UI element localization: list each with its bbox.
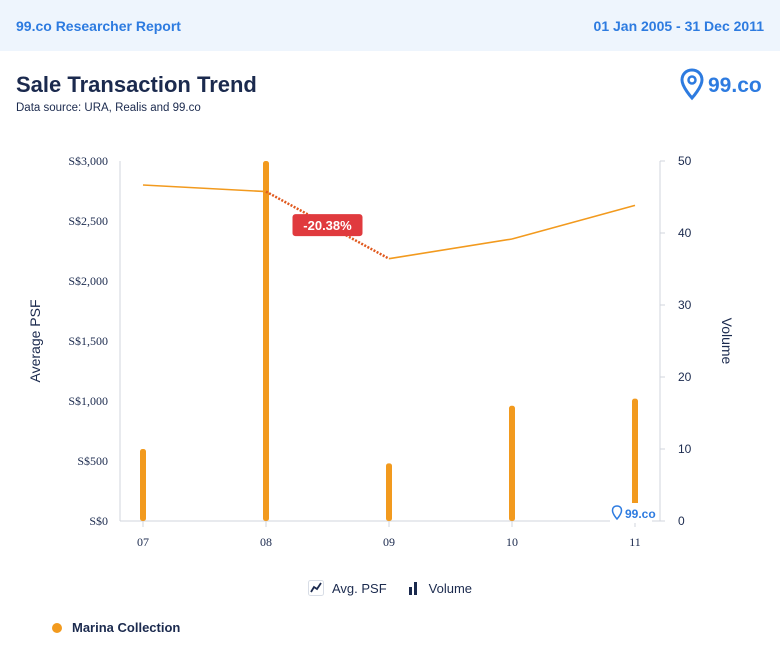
watermark-pin-icon	[611, 505, 623, 521]
y-tick-label-left: S$2,000	[68, 274, 108, 288]
legend-item-avg-psf[interactable]: Avg. PSF	[307, 580, 387, 596]
series-color-dot	[52, 622, 62, 633]
chart-legend: Avg. PSF Volume	[0, 580, 780, 596]
y-tick-label-left: S$1,500	[68, 334, 108, 348]
series-legend-item[interactable]: Marina Collection	[52, 620, 180, 635]
volume-bar	[140, 449, 146, 521]
avg-psf-line-segment	[142, 184, 267, 193]
y-tick-label-right: 40	[678, 226, 692, 240]
bars-group	[140, 161, 638, 521]
volume-bar	[509, 405, 515, 521]
bar-chart-icon	[408, 582, 417, 595]
x-tick-label: 11	[629, 535, 641, 549]
line-chart-icon	[307, 580, 324, 596]
y-tick-label-right: 20	[678, 370, 692, 384]
x-tick-label: 09	[383, 535, 395, 549]
axes-group	[119, 160, 665, 527]
change-badge-text: -20.38%	[303, 218, 352, 233]
x-tick-label: 07	[137, 535, 149, 549]
x-tick-label: 08	[260, 535, 272, 549]
report-title: 99.co Researcher Report	[16, 18, 181, 34]
y-tick-label-right: 10	[678, 442, 692, 456]
location-pin-icon	[680, 68, 704, 101]
y-tick-label-left: S$1,000	[68, 394, 108, 408]
y-tick-label-left: S$3,000	[68, 154, 108, 168]
y-tick-label-right: 30	[678, 298, 692, 312]
avg-psf-line-segment	[388, 238, 513, 260]
chart-title: Sale Transaction Trend	[16, 72, 257, 97]
y-tick-label-left: S$500	[77, 454, 108, 468]
date-range: 01 Jan 2005 - 31 Dec 2011	[593, 18, 764, 34]
chart-subtitle: Data source: URA, Realis and 99.co	[16, 102, 201, 114]
y-tick-label-left: S$0	[89, 514, 108, 528]
change-badge	[292, 214, 363, 237]
avg-psf-line-segment	[511, 204, 636, 240]
watermark-logo: 99.co	[610, 503, 656, 523]
x-tick-label: 10	[506, 535, 518, 549]
sale-trend-chart: S$0 S$500 S$1,000 S$1,500 S$2,000 S$2,500 S$3,…	[27, 154, 735, 549]
y-tick-label-right: 50	[678, 154, 692, 168]
brand-logo: 99.co	[680, 68, 762, 101]
y-tick-label-left: S$2,500	[68, 214, 108, 228]
volume-bar	[632, 398, 638, 521]
series-legend-label: Marina Collection	[72, 620, 181, 635]
logo-text: 99.co	[708, 74, 762, 97]
legend-item-volume[interactable]: Volume	[405, 580, 472, 596]
legend-volume-label: Volume	[428, 580, 473, 596]
labels-group: S$0 S$500 S$1,000 S$1,500 S$2,000 S$2,500 S$3,…	[27, 154, 735, 549]
y-axis-title-left: Average PSF	[27, 299, 43, 382]
volume-bar	[386, 463, 392, 521]
legend-avg-psf-label: Avg. PSF	[331, 580, 387, 596]
y-tick-label-right: 0	[678, 514, 685, 528]
volume-bar	[263, 161, 269, 521]
top-bar: 99.co Researcher Report 01 Jan 2005 - 31…	[0, 0, 780, 51]
lines-group	[142, 184, 636, 260]
watermark-text: 99.co	[625, 507, 656, 521]
y-axis-title-right: Volume	[719, 318, 735, 365]
